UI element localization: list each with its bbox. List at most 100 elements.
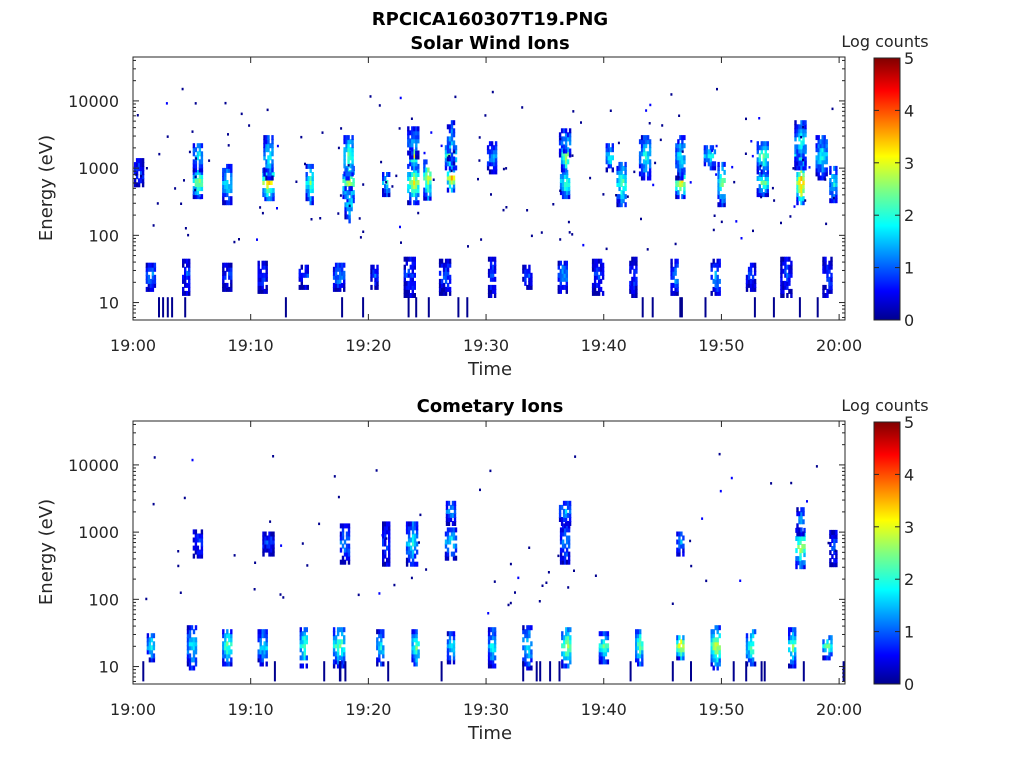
spectrogram-cell (265, 139, 268, 145)
spectrogram-cell (407, 533, 411, 539)
spectrogram-cell (444, 543, 448, 549)
spectrogram-cell (678, 531, 681, 537)
spectrogram-cell (490, 141, 494, 147)
spectrogram-cell (415, 633, 418, 639)
spectrogram-cell (676, 547, 679, 553)
spectrogram-cell (411, 264, 414, 270)
spectrogram-cell (678, 655, 681, 661)
spectrogram-cell (804, 144, 807, 150)
spectrogram-cell (348, 214, 351, 220)
spectrogram-cell (337, 212, 340, 215)
spectrogram-cell (375, 469, 378, 472)
spectrogram-cell (675, 194, 678, 200)
spectrogram-cell (263, 633, 266, 639)
spectrogram-cell (718, 262, 721, 268)
spectrogram-cell (833, 558, 836, 564)
spectrogram-cell (564, 167, 568, 173)
spectrogram-cell (407, 184, 410, 190)
spectrogram-cell (567, 586, 570, 589)
spectrogram-cell (564, 500, 568, 506)
spectrogram-cell (821, 143, 824, 149)
spectrogram-cell (762, 165, 765, 171)
spectrogram-cell (478, 159, 481, 162)
spectrogram-cell (605, 159, 608, 165)
spectrogram-cell (347, 559, 351, 565)
spectrogram-cell (600, 659, 604, 665)
spectrogram-cell (343, 639, 346, 645)
spectrogram-cell (146, 633, 150, 639)
spectrogram-cell (562, 155, 566, 161)
spectrogram-cell (417, 641, 420, 647)
spectrogram-cell (446, 270, 450, 276)
spectrogram-cell (830, 651, 833, 657)
spectrogram-cell (524, 649, 527, 655)
spectrogram-cell (133, 162, 137, 168)
spectrogram-cell (146, 641, 150, 647)
spectrogram-cell (644, 155, 648, 161)
spectrogram-cell (135, 158, 139, 164)
spectrogram-cell (222, 641, 225, 647)
spectrogram-cell (453, 150, 456, 154)
spectrogram-cell (794, 144, 797, 150)
spectrogram-cell (677, 167, 680, 173)
spectrogram-cell (440, 278, 444, 284)
spectrogram-cell (830, 272, 833, 278)
spectrogram-cell (678, 543, 681, 549)
spectrogram-cell (714, 641, 717, 647)
spectrogram-cell (311, 163, 314, 169)
spectrogram-cell (380, 649, 383, 655)
spectrogram-cell (642, 171, 646, 177)
spectrogram-cell (454, 149, 458, 155)
spectrogram-cell (413, 637, 416, 643)
spectrogram-cell (268, 180, 271, 185)
spectrogram-cell (376, 645, 379, 651)
spectrogram-cell (563, 559, 567, 565)
spectrogram-cell (374, 276, 377, 282)
spectrogram-cell (413, 157, 416, 163)
spectrogram-cell (306, 272, 309, 278)
spectrogram-cell (591, 286, 595, 292)
spectrogram-cell (712, 665, 715, 671)
spectrogram-cell (782, 260, 785, 266)
spectrogram-cell (226, 192, 229, 198)
spectrogram-cell (749, 637, 753, 643)
spectrogram-cell (796, 148, 799, 154)
spectrogram-cell (413, 165, 416, 171)
spectrogram-cell (224, 184, 227, 190)
spectrogram-cell (263, 260, 266, 266)
spectrogram-cell (425, 175, 428, 181)
spectrogram-cell (707, 153, 711, 159)
spectrogram-cell (562, 151, 566, 157)
spectrogram-cell (794, 120, 797, 126)
spectrogram-cell (682, 651, 685, 657)
spectrogram-cell (194, 186, 198, 192)
spectrogram-cell (782, 256, 785, 262)
spectrogram-cell (188, 657, 192, 663)
spectrogram-cell (764, 180, 767, 185)
spectrogram-cell (802, 172, 805, 177)
spectrogram-cell (403, 268, 406, 274)
spectrogram-cell (411, 641, 414, 647)
spectrogram-cell (710, 641, 713, 647)
spectrogram-cell (279, 593, 282, 596)
spectrogram-cell (713, 161, 717, 167)
spectrogram-cell (833, 546, 836, 551)
spectrogram-cell (802, 531, 805, 537)
spectrogram-cell (382, 525, 385, 531)
spectrogram-cell (569, 627, 572, 633)
spectrogram-cell (153, 262, 157, 268)
spectrogram-cell (489, 635, 493, 641)
spectrogram-cell (265, 661, 268, 667)
spectrogram-cell (179, 591, 182, 594)
spectrogram-cell (228, 188, 231, 194)
spectrogram-cell (200, 194, 204, 200)
y-axis-label: Energy (eV) (36, 499, 57, 605)
spectrogram-cell (756, 188, 759, 194)
spectrogram-cell (298, 272, 301, 278)
spectrogram-cell (798, 157, 801, 163)
spectrogram-cell (703, 157, 707, 163)
spectrogram-cell (321, 131, 324, 134)
spectrogram-cell (305, 639, 308, 645)
spectrogram-cell (305, 655, 308, 661)
